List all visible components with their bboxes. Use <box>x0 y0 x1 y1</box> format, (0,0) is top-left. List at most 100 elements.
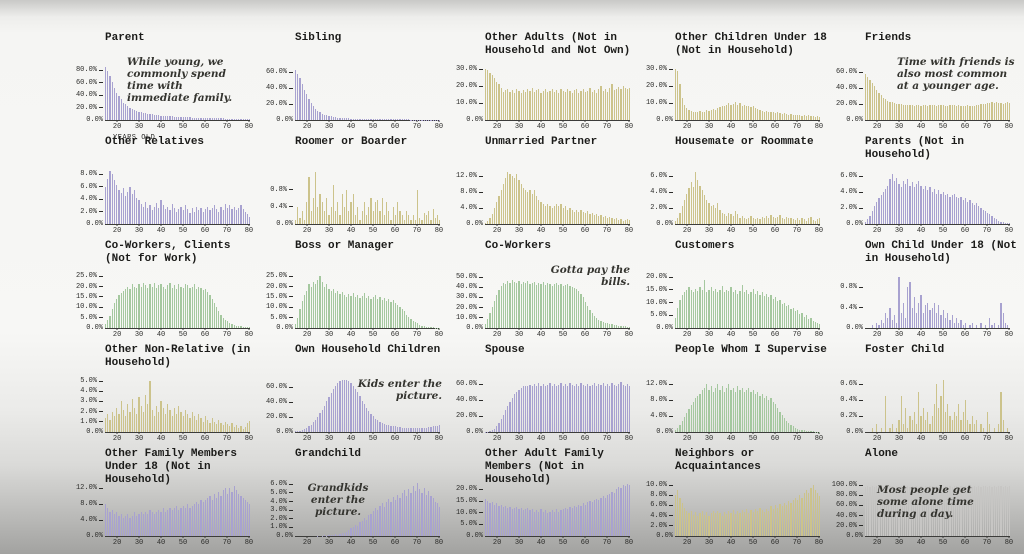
bar <box>558 285 560 328</box>
bar <box>323 211 326 224</box>
bar <box>677 490 679 536</box>
bar <box>893 315 896 328</box>
tick-mark <box>160 120 162 122</box>
x-tick-label: 60 <box>200 331 210 339</box>
bar <box>629 385 631 432</box>
bar <box>158 510 160 536</box>
x-tick-label: 40 <box>156 123 166 131</box>
tick-mark <box>669 175 673 177</box>
bar <box>540 284 542 328</box>
bar <box>184 284 187 328</box>
bar <box>803 492 805 536</box>
bar <box>710 513 712 536</box>
bar <box>726 104 728 120</box>
bar <box>706 109 708 120</box>
bar <box>211 500 213 536</box>
bar <box>944 195 947 224</box>
tick-mark <box>669 191 673 193</box>
bar <box>129 288 131 328</box>
tick-mark <box>859 415 863 417</box>
bar <box>741 216 743 224</box>
x-tick-label: 30 <box>514 227 524 235</box>
bar <box>200 500 202 536</box>
bar <box>417 189 419 224</box>
y-tick-label: 2.0% <box>650 521 667 530</box>
tick-mark <box>438 328 440 330</box>
y-tick-label: 10.0% <box>75 303 97 312</box>
bar <box>366 519 368 536</box>
bar <box>235 210 238 224</box>
y-tick-label: 0.0% <box>846 116 863 124</box>
bar <box>571 92 573 120</box>
bar <box>575 210 578 224</box>
y-tick-label: 60.0% <box>265 383 287 392</box>
bar <box>520 184 522 224</box>
x-tick-label: 70 <box>602 539 612 547</box>
bar <box>987 212 989 224</box>
bar <box>953 193 955 224</box>
bar <box>339 293 341 328</box>
bar <box>357 294 359 328</box>
bar <box>496 503 498 536</box>
tick-mark <box>479 307 483 309</box>
chart-title: Alone <box>865 448 899 460</box>
y-tick-label: 10.0% <box>645 298 667 307</box>
bar <box>518 281 520 328</box>
bar <box>113 180 116 224</box>
y-axis-tick: 4.0% <box>650 412 673 420</box>
bar <box>569 208 571 224</box>
bar <box>310 286 312 328</box>
bar <box>779 300 781 328</box>
chart-title: Boss or Manager <box>295 240 395 252</box>
bar <box>865 221 867 224</box>
bar <box>244 118 246 120</box>
bar <box>989 102 991 120</box>
bar <box>202 289 204 328</box>
bar <box>726 216 728 224</box>
bar <box>513 282 516 328</box>
bar <box>580 210 582 224</box>
y-axis-tick: 3.0% <box>270 506 293 514</box>
x-tick-label: 70 <box>982 539 992 547</box>
bar <box>204 500 207 536</box>
bar <box>907 428 909 432</box>
bar <box>366 297 368 328</box>
bar <box>430 426 432 432</box>
bar <box>297 317 299 328</box>
bar <box>686 289 688 328</box>
bar <box>967 486 969 536</box>
bar <box>328 288 330 328</box>
bar <box>589 214 591 224</box>
bar <box>916 424 918 432</box>
bar <box>180 206 182 224</box>
y-axis-tick: 5.0% <box>80 377 103 385</box>
bar <box>314 420 317 432</box>
bar <box>303 428 306 432</box>
bar <box>231 323 233 328</box>
bar <box>995 102 998 120</box>
bar <box>536 285 538 328</box>
bar <box>180 116 182 120</box>
bar <box>379 505 381 536</box>
bar <box>969 486 971 536</box>
bar <box>222 210 224 224</box>
bar <box>317 417 319 432</box>
y-axis-tick: 8.0% <box>460 188 483 196</box>
y-tick-label: 5.0% <box>460 520 477 529</box>
tick-mark <box>160 224 162 226</box>
tick-mark <box>479 383 483 385</box>
bar <box>750 392 752 432</box>
bar <box>417 483 419 536</box>
bar <box>622 326 624 328</box>
tick-mark <box>306 432 308 434</box>
bar <box>207 419 209 432</box>
tick-mark <box>986 536 988 538</box>
x-tick-label: 40 <box>536 435 546 443</box>
bar <box>330 116 332 120</box>
bar <box>602 321 604 328</box>
bar <box>215 423 218 432</box>
x-tick-label: 70 <box>412 331 422 339</box>
bar <box>332 185 334 224</box>
bar <box>922 188 924 224</box>
y-tick-label: 20.0% <box>645 273 667 282</box>
